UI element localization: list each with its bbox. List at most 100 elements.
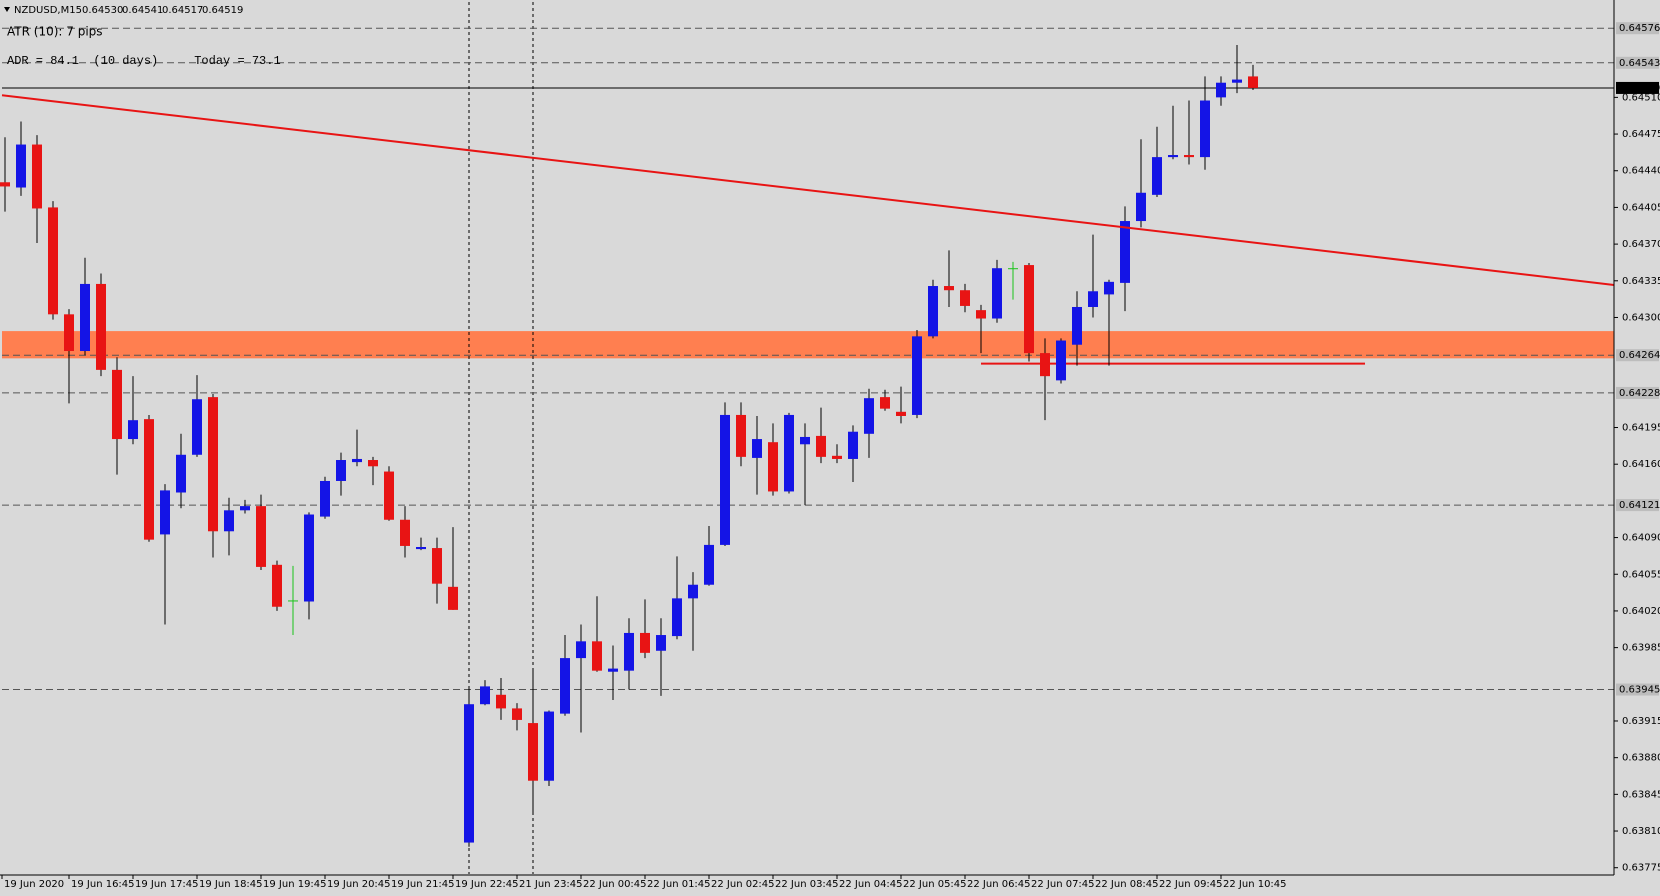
candle-body xyxy=(432,548,442,584)
symbol: NZDUSD,M15 xyxy=(14,5,82,16)
x-tick-label: 19 Jun 18:45 xyxy=(199,879,263,890)
candle-body xyxy=(288,600,298,602)
y-tick-label: 0.64090 xyxy=(1622,533,1660,544)
candle-body xyxy=(1168,155,1178,158)
candle-body xyxy=(704,544,714,585)
candle-body xyxy=(240,506,250,511)
candle-body xyxy=(592,641,602,671)
x-tick-label: 22 Jun 01:45 xyxy=(647,879,711,890)
candle-body xyxy=(640,632,650,653)
x-tick-label: 22 Jun 02:45 xyxy=(711,879,775,890)
quote-low: 0.64517 xyxy=(162,5,203,16)
x-tick-label: 22 Jun 00:45 xyxy=(583,879,647,890)
x-tick-label: 22 Jun 10:45 xyxy=(1223,879,1287,890)
y-tick-label: 0.63880 xyxy=(1622,753,1660,764)
y-tick-label: 0.64475 xyxy=(1622,129,1660,140)
candle-body xyxy=(560,658,570,714)
candle-body xyxy=(896,411,906,416)
candle-body xyxy=(16,144,26,188)
candle-body xyxy=(1216,82,1226,98)
x-tick-label: 22 Jun 08:45 xyxy=(1095,879,1159,890)
candle-body xyxy=(976,310,986,319)
y-tick-label: 0.63845 xyxy=(1622,789,1660,800)
candle-body xyxy=(880,397,890,409)
x-tick-label: 19 Jun 20:45 xyxy=(327,879,391,890)
candle-body xyxy=(1136,192,1146,222)
x-tick-label: 19 Jun 21:45 xyxy=(391,879,455,890)
candle-body xyxy=(528,723,538,781)
candle-body xyxy=(64,314,74,352)
candle-body xyxy=(832,455,842,459)
x-tick-label: 19 Jun 16:45 xyxy=(71,879,135,890)
x-tick-label: 22 Jun 04:45 xyxy=(839,879,903,890)
candle-body xyxy=(480,686,490,705)
y-tick-label: 0.64055 xyxy=(1622,569,1660,580)
level-label-box xyxy=(1616,499,1659,512)
level-label-box xyxy=(1616,22,1659,35)
candle-body xyxy=(960,290,970,306)
y-tick-label: 0.64300 xyxy=(1622,312,1660,323)
x-tick-label: 19 Jun 17:45 xyxy=(135,879,199,890)
candle-body xyxy=(336,460,346,481)
candle-body xyxy=(272,564,282,607)
candle-body xyxy=(1152,157,1162,195)
quote-high: 0.64541 xyxy=(122,5,163,16)
y-tick-label: 0.64510 xyxy=(1622,92,1660,103)
candle-body xyxy=(32,144,42,209)
level-label-box xyxy=(1616,349,1659,362)
candle-body xyxy=(80,283,90,352)
level-label: 0.64228 xyxy=(1619,388,1660,399)
x-tick-label: 22 Jun 09:45 xyxy=(1159,879,1223,890)
candle-body xyxy=(800,436,810,445)
menu-arrow[interactable] xyxy=(4,7,10,12)
level-label-box xyxy=(1616,386,1659,399)
candle-body xyxy=(0,182,10,187)
candle-body xyxy=(1248,76,1258,88)
level-label-box xyxy=(1616,683,1659,696)
candle-body xyxy=(176,454,186,493)
candle-body xyxy=(192,399,202,455)
candle-body xyxy=(624,632,634,671)
candle-body xyxy=(1008,268,1018,270)
candle-body xyxy=(768,442,778,492)
candle-body xyxy=(1056,340,1066,381)
quote-close: 0.64519 xyxy=(202,5,243,16)
candle-body xyxy=(1184,155,1194,158)
plot-area xyxy=(0,2,1615,874)
y-tick-label: 0.63810 xyxy=(1622,826,1660,837)
level-label: 0.64121 xyxy=(1619,500,1660,511)
x-tick-label: 22 Jun 07:45 xyxy=(1031,879,1095,890)
candle-body xyxy=(864,398,874,434)
y-tick-label: 0.64020 xyxy=(1622,606,1660,617)
candle-body xyxy=(656,635,666,651)
candle-body xyxy=(48,207,58,315)
candle-body xyxy=(544,711,554,781)
candle-body xyxy=(352,458,362,463)
candle-body xyxy=(720,414,730,545)
candle-body xyxy=(496,694,506,709)
x-tick-label: 19 Jun 22:45 xyxy=(455,879,519,890)
x-tick-label: 21 Jun 23:45 xyxy=(519,879,583,890)
candle-body xyxy=(816,435,826,457)
candle-body xyxy=(1088,291,1098,307)
y-tick-label: 0.64160 xyxy=(1622,459,1660,470)
candle-body xyxy=(144,419,154,540)
candle-body xyxy=(320,480,330,517)
candle-body xyxy=(304,514,314,602)
candle-body xyxy=(160,490,170,535)
candle-body xyxy=(848,431,858,459)
candle-body xyxy=(256,506,266,567)
candle-body xyxy=(1072,306,1082,345)
candle-body xyxy=(96,283,106,370)
x-tick-label: 19 Jun 2020 xyxy=(4,879,64,890)
level-label: 0.64264 xyxy=(1619,350,1660,361)
x-tick-label: 22 Jun 03:45 xyxy=(775,879,839,890)
candle-body xyxy=(912,336,922,415)
candle-body xyxy=(512,708,522,720)
zone xyxy=(2,331,1614,359)
level-label: 0.63945 xyxy=(1619,685,1660,696)
candle-body xyxy=(576,641,586,659)
current-price-label: 0.64519 xyxy=(1619,83,1660,94)
current-price-box xyxy=(1616,81,1659,94)
